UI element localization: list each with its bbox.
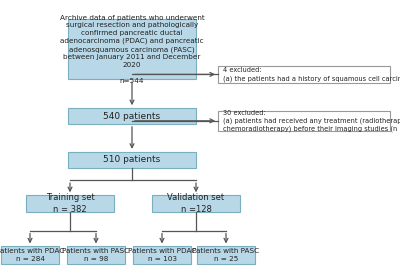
FancyBboxPatch shape xyxy=(197,246,255,264)
FancyBboxPatch shape xyxy=(68,108,196,124)
Text: Training set
n = 382: Training set n = 382 xyxy=(46,193,94,213)
Text: 510 patients: 510 patients xyxy=(103,155,161,164)
Text: Patients with PASC
n = 98: Patients with PASC n = 98 xyxy=(62,248,130,262)
Text: 4 excluded:
(a) the patients had a history of squamous cell carcinoma in other o: 4 excluded: (a) the patients had a histo… xyxy=(223,67,400,82)
FancyBboxPatch shape xyxy=(68,152,196,168)
FancyBboxPatch shape xyxy=(218,111,390,131)
Text: Archive data of patients who underwent
surgical resection and pathologically
con: Archive data of patients who underwent s… xyxy=(60,15,204,84)
Text: 540 patients: 540 patients xyxy=(104,112,160,120)
FancyBboxPatch shape xyxy=(133,246,191,264)
Text: Validation set
n =128: Validation set n =128 xyxy=(168,193,224,213)
Text: Patients with PASC
n = 25: Patients with PASC n = 25 xyxy=(192,248,260,262)
FancyBboxPatch shape xyxy=(218,66,390,83)
Text: Patients with PDAC
n = 284: Patients with PDAC n = 284 xyxy=(0,248,64,262)
FancyBboxPatch shape xyxy=(68,19,196,79)
FancyBboxPatch shape xyxy=(1,246,59,264)
Text: 30 excluded:
(a) patients had received any treatment (radiotherapy, chemotherapy: 30 excluded: (a) patients had received a… xyxy=(223,109,400,132)
FancyBboxPatch shape xyxy=(67,246,125,264)
FancyBboxPatch shape xyxy=(152,195,240,212)
Text: Patients with PDAC
n = 103: Patients with PDAC n = 103 xyxy=(128,248,196,262)
FancyBboxPatch shape xyxy=(26,195,114,212)
